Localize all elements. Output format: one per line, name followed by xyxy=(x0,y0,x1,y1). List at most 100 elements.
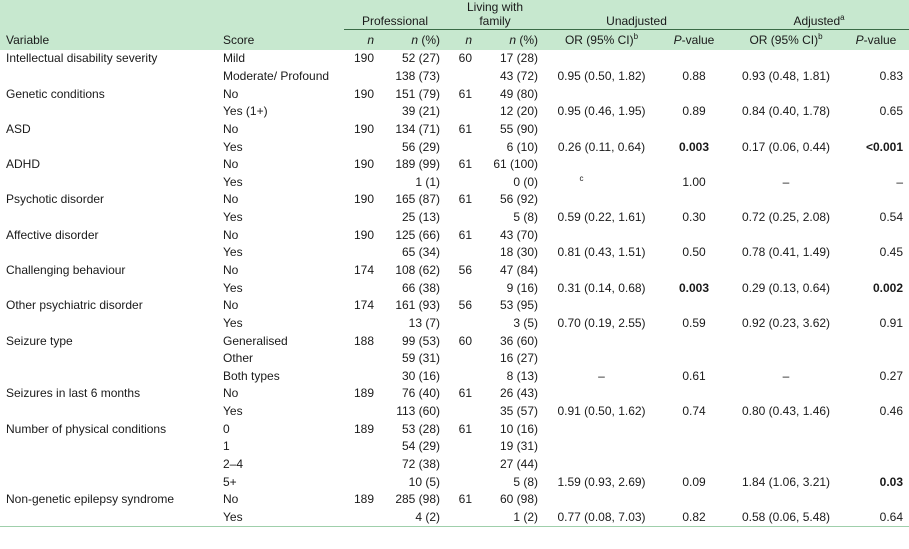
cell-p-unadjusted: 0.003 xyxy=(679,280,710,295)
cell-npct-family: 43 (70) xyxy=(499,227,539,242)
cell-n-family xyxy=(446,315,478,333)
cell-or-adjusted xyxy=(729,456,843,474)
cell-n-professional: 189 xyxy=(353,386,374,401)
cell-npct-family: 36 (60) xyxy=(499,333,539,348)
cell-or-unadjusted: 0.59 (0.22, 1.61) xyxy=(557,210,646,225)
cell-p-unadjusted xyxy=(659,262,729,280)
cell-npct-professional: 72 (38) xyxy=(401,457,441,472)
cell-score: 1 xyxy=(223,439,230,454)
cell-n-family xyxy=(446,244,478,262)
cell-n-professional: 174 xyxy=(353,263,374,277)
cell-p-adjusted xyxy=(843,85,909,103)
cell-p-adjusted: 0.03 xyxy=(879,474,904,489)
cell-npct-family: 0 (0) xyxy=(513,174,539,189)
cell-n-professional xyxy=(344,138,380,156)
cell-p-unadjusted xyxy=(659,385,729,403)
cell-or-adjusted xyxy=(729,156,843,174)
cell-npct-family: 17 (28) xyxy=(499,51,539,66)
cell-npct-professional: 4 (2) xyxy=(380,508,447,528)
cell-score: No xyxy=(223,263,239,277)
cell-npct-professional: 66 (38) xyxy=(401,280,441,295)
cell-n-family xyxy=(446,403,478,421)
cell-n-family: 60 xyxy=(458,51,473,66)
cell-variable xyxy=(0,368,217,386)
cell-or-unadjusted xyxy=(544,438,659,456)
cell-n-professional: 189 xyxy=(353,421,374,436)
cell-or-adjusted: 1.84 (1.06, 3.21) xyxy=(741,474,831,489)
cell-p-adjusted: 0.54 xyxy=(879,210,904,225)
cell-p-adjusted xyxy=(843,350,909,368)
cell-or-unadjusted xyxy=(544,50,659,68)
col-p-unadj-header: P-value xyxy=(659,30,729,51)
cell-or-adjusted xyxy=(729,438,843,456)
cell-or-adjusted: 0.29 (0.13, 0.64) xyxy=(741,280,831,295)
cell-or-unadjusted xyxy=(544,226,659,244)
group-unadjusted-header: Unadjusted xyxy=(544,0,730,30)
cell-npct-professional: 1 (1) xyxy=(415,174,441,189)
cell-variable xyxy=(0,103,217,121)
cell-n-family xyxy=(446,103,478,121)
cell-npct-professional: 59 (31) xyxy=(401,351,441,366)
table-row: Yes 65 (34) 18 (30) 0.81 (0.43, 1.51) 0.50 0.… xyxy=(0,244,909,262)
cell-p-unadjusted xyxy=(659,438,729,456)
col-p-adj-suffix: -value xyxy=(863,33,897,47)
cell-variable xyxy=(0,508,217,528)
cell-p-unadjusted: 0.74 xyxy=(682,404,706,419)
cell-npct-professional: 52 (27) xyxy=(401,51,441,66)
cell-n-family: 61 xyxy=(458,421,473,436)
cell-variable: Number of physical conditions xyxy=(6,421,167,436)
cell-npct-professional: 113 (60) xyxy=(396,404,441,419)
cell-variable: Non-genetic epilepsy syndrome xyxy=(6,492,175,507)
col-p-unadj-suffix: -value xyxy=(681,33,715,47)
cell-score: Other xyxy=(223,351,254,366)
cell-npct-family: 49 (80) xyxy=(499,86,539,101)
cell-variable xyxy=(0,350,217,368)
cell-n-professional xyxy=(344,403,380,421)
cell-score: No xyxy=(223,192,239,207)
footnote-c-marker: c xyxy=(579,173,584,183)
cell-or-unadjusted xyxy=(544,491,659,509)
cell-n-family: 56 xyxy=(458,263,473,277)
cell-p-adjusted: – xyxy=(896,174,904,189)
cell-npct-family: 10 (16) xyxy=(499,421,539,436)
table-row: ADHD No 190 189 (99) 61 61 (100) xyxy=(0,156,909,174)
group-adjusted-label: Adjusted xyxy=(793,14,841,28)
cell-score: No xyxy=(223,492,239,507)
cell-n-family xyxy=(446,473,478,491)
cell-p-unadjusted xyxy=(659,121,729,139)
cell-npct-professional: 56 (29) xyxy=(401,139,441,154)
table-row: ASD No 190 134 (71) 61 55 (90) xyxy=(0,121,909,139)
cell-n-professional xyxy=(344,350,380,368)
cell-or-unadjusted: 0.77 (0.08, 7.03) xyxy=(544,508,660,528)
cell-p-adjusted xyxy=(843,297,909,315)
cell-npct-professional: 125 (66) xyxy=(395,227,441,242)
cell-or-unadjusted xyxy=(544,297,659,315)
cell-npct-family: 1 (2) xyxy=(478,508,545,528)
table-row: Both types 30 (16) 8 (13) – 0.61 – 0.27 xyxy=(0,368,909,386)
table-row: Yes 4 (2) 1 (2) 0.77 (0.08, 7.03) 0.82 0.58 (… xyxy=(0,508,909,528)
cell-or-unadjusted: 0.81 (0.43, 1.51) xyxy=(557,245,646,260)
cell-p-adjusted xyxy=(843,191,909,209)
cell-npct-family: 27 (44) xyxy=(499,457,539,472)
cell-n-professional xyxy=(344,103,380,121)
cell-score: Both types xyxy=(223,368,280,383)
cell-n-family xyxy=(446,438,478,456)
cell-npct-family: 8 (13) xyxy=(506,368,539,383)
col-npct1-suffix: (%) xyxy=(418,33,441,47)
cell-npct-professional: 76 (40) xyxy=(401,386,441,401)
cell-npct-family: 5 (8) xyxy=(513,210,539,225)
table-row: Intellectual disability severity Mild 190 5… xyxy=(0,50,909,68)
table-row: Challenging behaviour No 174 108 (62) 56 47 (… xyxy=(0,262,909,280)
cell-n-professional xyxy=(344,508,380,528)
table-row: Seizures in last 6 months No 189 76 (40) 61 2… xyxy=(0,385,909,403)
table-row: Psychotic disorder No 190 165 (87) 61 56 (92) xyxy=(0,191,909,209)
cell-p-unadjusted: 1.00 xyxy=(682,174,706,189)
cell-or-unadjusted xyxy=(544,156,659,174)
cell-or-unadjusted: c xyxy=(544,173,659,191)
cell-npct-professional: 161 (93) xyxy=(395,298,441,313)
cell-npct-professional: 189 (99) xyxy=(395,157,441,172)
cell-npct-professional: 53 (28) xyxy=(401,421,441,436)
cell-n-family: 61 xyxy=(458,121,473,136)
cell-p-adjusted xyxy=(843,226,909,244)
cell-or-adjusted xyxy=(729,297,843,315)
